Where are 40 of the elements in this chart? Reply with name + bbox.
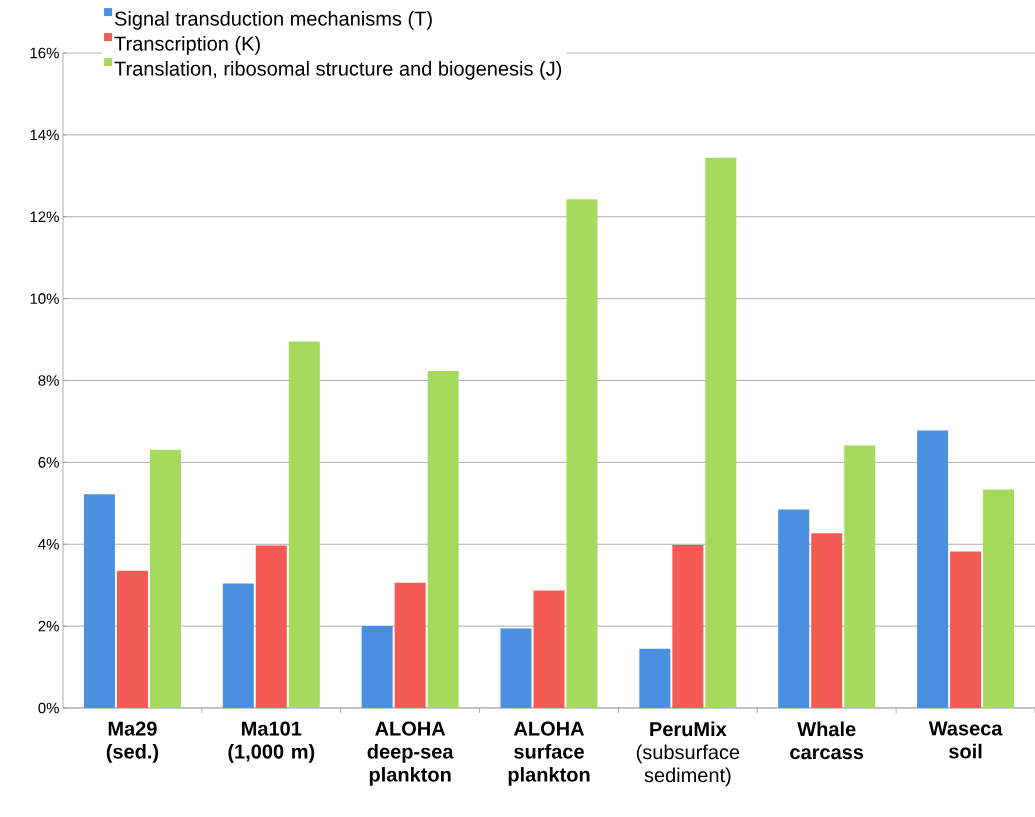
x-tick-label: Waseca soil xyxy=(928,721,1003,759)
bar xyxy=(116,570,148,708)
y-tick-label: 6% xyxy=(38,457,59,468)
y-tick-label: 12% xyxy=(30,211,59,223)
bar xyxy=(361,626,393,708)
x-tick-label: PeruMix (subsurface sediment) xyxy=(636,721,740,787)
bar xyxy=(222,583,254,708)
bar xyxy=(566,199,598,708)
y-tick-label: 2% xyxy=(38,620,59,632)
bar xyxy=(533,590,565,708)
bar xyxy=(255,545,287,708)
y-tick-label: 0% xyxy=(38,702,59,714)
legend-label: Translation, ribosomal structure and biogenesis (J) xyxy=(114,61,562,80)
bar xyxy=(983,489,1015,708)
bar xyxy=(917,430,949,708)
y-tick-label: 4% xyxy=(38,539,59,550)
y-tick-label: 10% xyxy=(30,293,59,304)
x-tick-label: Whale carcass xyxy=(790,721,864,760)
bar xyxy=(705,157,737,708)
legend-label: Transcription (K) xyxy=(114,36,260,55)
bar xyxy=(811,533,843,708)
y-tick-label: 14% xyxy=(30,129,59,141)
y-tick-label: 16% xyxy=(30,47,59,59)
bar xyxy=(672,545,704,708)
legend-label: Signal transduction mechanisms (T) xyxy=(114,11,432,30)
bar xyxy=(288,341,320,708)
bar xyxy=(639,648,671,708)
bar xyxy=(149,449,181,708)
x-tick-label: Ma101 (1,000 m) xyxy=(228,721,315,763)
x-tick-label: ALOHA deep-sea plankton xyxy=(367,721,454,786)
x-tick-label: Ma29 (sed.) xyxy=(106,721,159,763)
bar xyxy=(394,582,426,708)
x-tick-label: ALOHA surface plankton xyxy=(508,721,590,786)
bar xyxy=(778,509,810,708)
bar xyxy=(500,628,532,708)
bar xyxy=(83,494,115,708)
bar xyxy=(950,551,982,708)
y-tick-label: 8% xyxy=(38,375,59,386)
bar xyxy=(844,445,876,708)
bar xyxy=(427,371,459,708)
